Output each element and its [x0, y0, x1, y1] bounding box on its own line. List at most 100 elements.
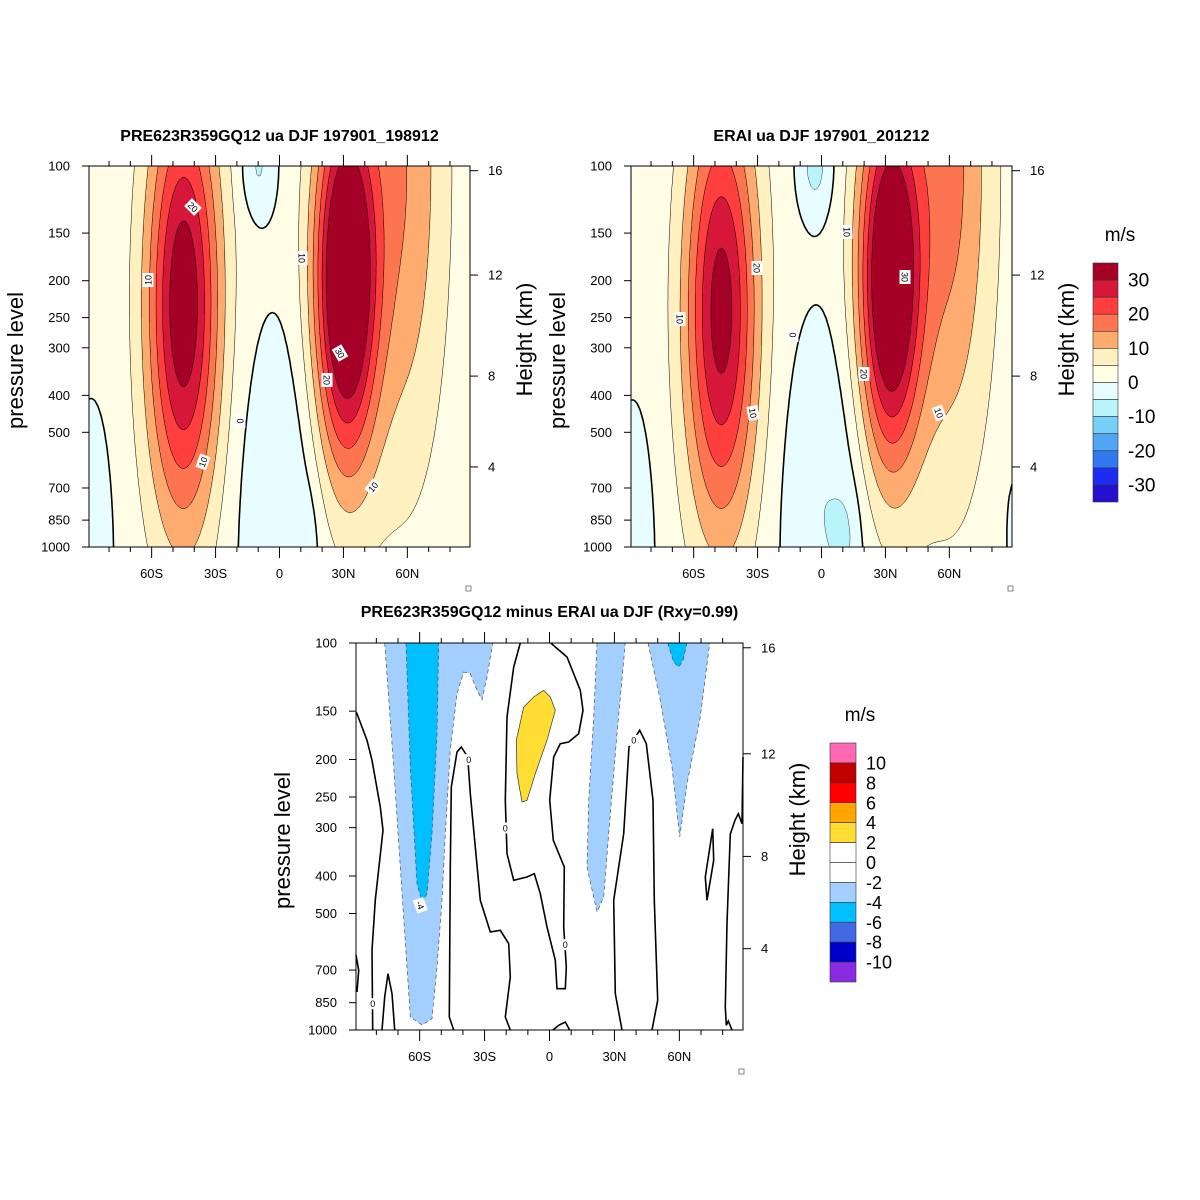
y-tick-label: 300 [590, 340, 612, 355]
region-minus2-nh-subtropics [586, 642, 626, 914]
contour-label-box [195, 453, 211, 471]
y-axis-label: pressure level [545, 292, 570, 429]
zero-contours [355, 642, 744, 1031]
height-tick-label: 4 [1030, 459, 1037, 474]
contour-label-box [234, 414, 246, 428]
zero-contour [355, 711, 384, 1031]
contour-label-text: 20 [859, 369, 869, 379]
panel-title: PRE623R359GQ12 ua DJF 197901_198912 [120, 128, 439, 145]
zero-contour [504, 642, 584, 990]
contour-label: -4 [412, 896, 428, 914]
colorbar-box [1092, 313, 1119, 332]
colorbar-box [1092, 296, 1119, 315]
contour-label: 0 [365, 998, 380, 1010]
colorbar-label: -30 [1128, 475, 1155, 496]
contour-label: 30 [899, 270, 911, 284]
contour-lines-panel-0 [88, 165, 453, 548]
height-tick-label: 12 [761, 746, 775, 761]
panel-1-axes: ERAI ua DJF 197901_201212100150200250300… [545, 128, 1079, 592]
y-tick-label: 850 [48, 513, 70, 528]
contour-label-box [558, 939, 573, 951]
contour-line-15 [149, 165, 407, 509]
contour-label: 10 [142, 273, 154, 287]
contour-label: 20 [751, 261, 763, 275]
colorbar-box [1092, 399, 1119, 417]
colorbar-label: 0 [866, 853, 876, 873]
colorbar-label: 30 [1128, 271, 1149, 292]
colorbar-box [1092, 450, 1119, 469]
colorbar-box [1092, 279, 1119, 298]
x-tick-label: 30N [873, 566, 897, 581]
colorbar-label: -20 [1128, 441, 1155, 462]
contour-label-text: 0 [466, 755, 471, 765]
height-tick-label: 8 [1030, 369, 1037, 384]
height-tick-label: 12 [488, 268, 502, 283]
y-tick-label: 400 [590, 388, 612, 403]
y-tick-label: 100 [48, 159, 70, 174]
colorbar-box [829, 822, 857, 843]
colorbar-label: 6 [866, 793, 876, 813]
colorbar-box [1092, 365, 1119, 383]
contour-label-text: 0 [235, 418, 245, 423]
contour-line-0 [88, 165, 319, 548]
contour-label-text: 10 [842, 227, 852, 237]
contour-line-5 [129, 165, 453, 548]
contour-line-30 [169, 165, 371, 399]
colorbar-box [829, 902, 857, 923]
contour-label-box [931, 404, 947, 422]
y-tick-label: 250 [590, 310, 612, 325]
colorbar-box [829, 762, 857, 784]
y-right-axis-label: Height (km) [785, 763, 810, 877]
contour-label-text: 10 [366, 480, 380, 494]
colorbar-box [1092, 382, 1119, 400]
y-tick-label: 300 [315, 820, 337, 835]
x-tick-label: 30S [746, 566, 769, 581]
contour-line-minus5 [255, 165, 263, 177]
colorbar-box [829, 782, 857, 804]
height-tick-label: 8 [488, 369, 495, 384]
colorbar-label: 4 [866, 813, 876, 833]
contour-label-text: 20 [752, 263, 762, 273]
colorbar-label: -10 [866, 953, 892, 973]
contour-line-20 [695, 165, 931, 467]
panel-title: PRE623R359GQ12 minus ERAI ua DJF (Rxy=0.… [361, 604, 739, 621]
y-tick-label: 200 [315, 752, 337, 767]
difference-field [355, 642, 744, 1031]
region-minus2-nh-midlat [647, 642, 711, 838]
contour-label-box [751, 261, 763, 275]
x-tick-label: 60N [937, 566, 961, 581]
contour-label-box [746, 405, 760, 421]
colorbar-box [829, 921, 857, 943]
contour-line-25 [702, 165, 921, 426]
contour-label-text: 30 [333, 346, 347, 360]
x-tick-label: 0 [276, 566, 283, 581]
y-right-axis-label: Height (km) [1054, 283, 1079, 397]
y-tick-label: 150 [48, 226, 70, 241]
colorbar-label: -2 [866, 873, 882, 893]
colorbar-box [829, 842, 857, 863]
contour-label: 0 [558, 939, 573, 951]
contour-label: 20 [184, 198, 202, 216]
contour-label-text: 20 [186, 200, 200, 214]
colorbar-label: -4 [866, 893, 882, 913]
panel-0-axes: PRE623R359GQ12 ua DJF 197901_19891210015… [3, 128, 537, 592]
contour-label: 10 [195, 453, 211, 471]
colorbar-box [1092, 467, 1119, 486]
contour-label-box [841, 225, 853, 239]
contour-label-text: 0 [788, 332, 798, 337]
region-minus2-sh [384, 642, 494, 1026]
height-tick-label: 16 [1030, 163, 1044, 178]
colorbar-box [829, 742, 857, 764]
contour-label-text: 0 [563, 940, 568, 950]
contour-label-text: 10 [932, 407, 945, 420]
contour-label-box [498, 822, 513, 834]
y-tick-label: 400 [315, 868, 337, 883]
zero-contour [381, 973, 396, 1031]
colorbar-label: 0 [1128, 373, 1139, 394]
colorbar-box [829, 941, 857, 963]
colorbar-label: 8 [866, 773, 876, 793]
colorbar-label: -6 [866, 913, 882, 933]
height-tick-label: 8 [761, 849, 768, 864]
contour-line-15 [688, 165, 964, 509]
